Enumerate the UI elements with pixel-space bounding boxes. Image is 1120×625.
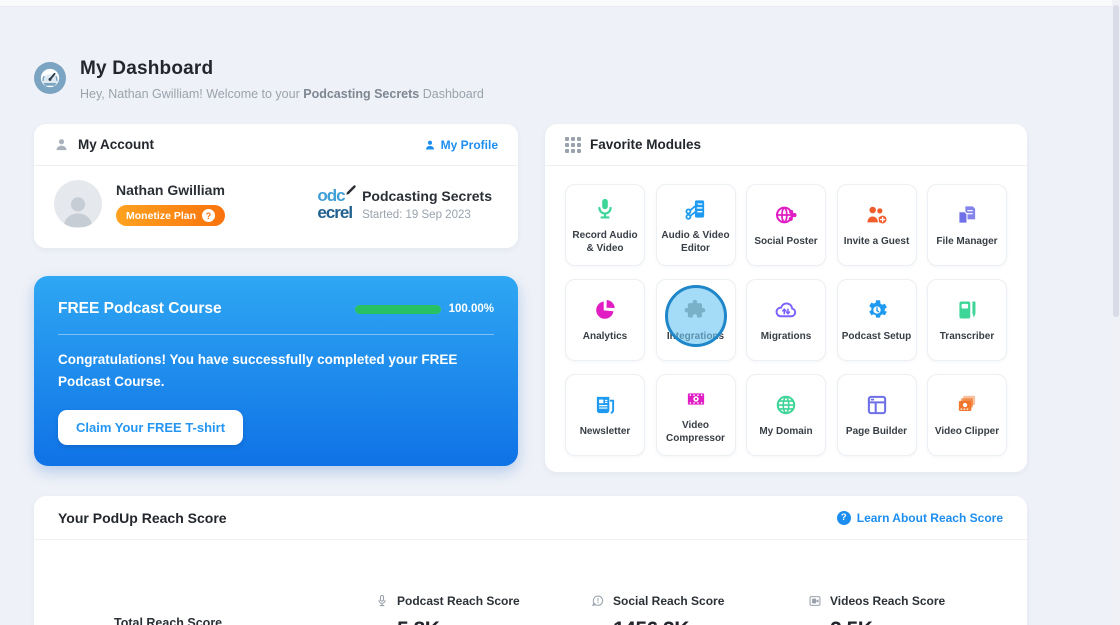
reach-score-card: Your PodUp Reach Score ? Learn About Rea… [34,496,1027,625]
video-compressor-icon [687,392,704,405]
globe-share-icon [775,206,797,224]
favorite-modules-card: Favorite Modules Record Audio & Video Au… [545,124,1027,472]
module-tile-integrations[interactable]: Integrations [655,279,736,361]
learn-about-reach-score-link[interactable]: ? Learn About Reach Score [836,510,1003,525]
microphone-icon [598,198,612,219]
page-subtitle: Hey, Nathan Gwilliam! Welcome to your Po… [80,87,484,101]
course-progress-bar [354,304,441,314]
avatar-placeholder-icon [63,197,93,227]
question-icon: ? [836,510,851,525]
module-tile-newsletter[interactable]: Newsletter [565,374,645,456]
course-progress-percent: 100.00% [448,303,494,315]
course-title: FREE Podcast Course [58,300,222,317]
gear-icon [868,300,887,318]
module-tile-video-clipper[interactable]: Video Clipper [927,374,1007,456]
free-course-card: FREE Podcast Course 100.00% Congratulati… [34,276,518,466]
page-title: My Dashboard [80,58,214,79]
speech-bubble-icon [592,595,604,607]
globe-icon [776,395,796,415]
show-started-date: Started: 19 Sep 2023 [362,208,471,221]
avatar [54,180,102,228]
social-reach-value: 1456.3K [613,618,689,625]
module-tile-my-domain[interactable]: My Domain [746,374,826,456]
module-tile-av-editor[interactable]: Audio & Video Editor [655,184,736,266]
microphone-icon [378,594,386,607]
my-profile-link[interactable]: My Profile [424,138,498,152]
module-tile-file-manager[interactable]: File Manager [927,184,1007,266]
reach-card-title: Your PodUp Reach Score [58,509,227,526]
social-reach-metric: Social Reach Score 1456.3K No change [592,594,759,625]
edit-pencil-icon[interactable] [344,183,358,197]
divider [58,334,494,335]
videos-reach-value: 2.5K [830,618,873,625]
person-icon [56,139,67,151]
total-reach-label: Total Reach Score [114,616,223,625]
help-icon[interactable]: ? [202,209,216,222]
plan-badge[interactable]: Monetize Plan ? [116,205,226,226]
invite-guest-icon [866,206,887,224]
page-builder-icon [867,395,886,415]
grid-icon [565,136,581,153]
module-tile-transcriber[interactable]: Transcriber [927,279,1007,361]
file-manager-icon [958,206,976,224]
module-tile-record-audio-video[interactable]: Record Audio & Video [565,184,645,266]
modules-card-title: Favorite Modules [590,137,702,152]
podcast-reach-value: 5.8K [397,618,440,625]
my-account-card: My Account My Profile Nathan Gwilliam Mo… [34,124,518,248]
page-header: My Dashboard Hey, Nathan Gwilliam! Welco… [34,58,484,101]
module-tile-page-builder[interactable]: Page Builder [836,374,917,456]
module-tile-social-poster[interactable]: Social Poster [746,184,826,266]
module-tile-analytics[interactable]: Analytics [565,279,645,361]
cloud-migration-icon [775,302,797,318]
user-name: Nathan Gwilliam [116,182,225,198]
av-editor-icon [684,199,704,220]
videos-reach-metric: Videos Reach Score 2.5K No change [809,594,967,625]
pie-chart-icon [596,300,615,319]
claim-tshirt-button[interactable]: Claim Your FREE T-shirt [58,409,244,445]
module-tile-video-compressor[interactable]: Video Compressor [655,374,736,456]
podcast-logo: odc ecrel [317,185,356,221]
module-tile-migrations[interactable]: Migrations [746,279,826,361]
show-name: Podcasting Secrets [362,187,492,204]
transcriber-icon [959,301,976,319]
module-tile-invite-guest[interactable]: Invite a Guest [836,184,917,266]
puzzle-icon [684,299,705,318]
account-card-title: My Account [78,137,155,152]
top-strip [0,0,1120,7]
person-icon [425,140,434,149]
video-clipper-icon [958,395,976,411]
scrollbar-track [1112,0,1120,625]
podcast-reach-metric: Podcast Reach Score 5.8K No change [378,594,542,625]
newsletter-icon [596,396,615,414]
course-message: Congratulations! You have successfully c… [58,352,458,390]
dashboard-gauge-icon [34,62,66,94]
video-icon [809,596,821,606]
scrollbar-thumb[interactable] [1113,5,1119,317]
modules-grid: Record Audio & Video Audio & Video Edito… [545,166,1027,474]
module-tile-podcast-setup[interactable]: Podcast Setup [836,279,917,361]
